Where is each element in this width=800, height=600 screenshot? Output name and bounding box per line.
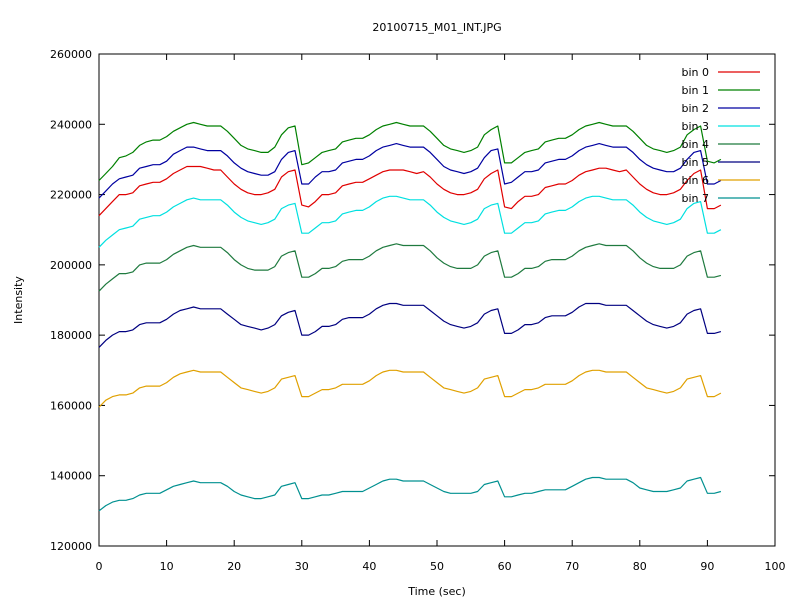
legend-label: bin 4 — [681, 138, 709, 151]
x-axis: 0 10 20 30 40 50 60 70 80 90 100 — [96, 54, 786, 573]
y-tick-label: 140000 — [50, 470, 92, 483]
series-line-7 — [98, 476, 722, 512]
legend: bin 0 bin 1 bin 2 bin 3 bin 4 bin 5 bin 6 bin 7 — [681, 66, 760, 205]
series-line-4 — [98, 243, 722, 292]
y-tick-label: 160000 — [50, 399, 92, 412]
x-tick-label: 0 — [96, 560, 103, 573]
chart-title: 20100715_M01_INT.JPG — [372, 21, 501, 34]
x-tick-label: 40 — [362, 560, 376, 573]
legend-label: bin 3 — [681, 120, 709, 133]
series-line-5 — [98, 302, 722, 348]
plot-area-frame — [98, 53, 776, 547]
x-tick-label: 10 — [160, 560, 174, 573]
series-line-6 — [98, 369, 722, 408]
y-axis-label: Intensity — [12, 276, 25, 324]
legend-label: bin 6 — [681, 174, 709, 187]
legend-label: bin 7 — [681, 192, 709, 205]
y-tick-label: 180000 — [50, 329, 92, 342]
series-line-0 — [98, 165, 722, 217]
x-tick-label: 30 — [295, 560, 309, 573]
series-line-2 — [98, 143, 722, 199]
legend-label: bin 1 — [681, 84, 709, 97]
x-tick-label: 90 — [700, 560, 714, 573]
series-lines — [98, 121, 722, 512]
legend-label: bin 0 — [681, 66, 709, 79]
series-line-3 — [98, 195, 722, 248]
x-axis-label: Time (sec) — [407, 585, 466, 598]
x-tick-label: 80 — [633, 560, 647, 573]
legend-label: bin 2 — [681, 102, 709, 115]
y-tick-label: 200000 — [50, 259, 92, 272]
y-tick-label: 120000 — [50, 540, 92, 553]
x-tick-label: 50 — [430, 560, 444, 573]
legend-label: bin 5 — [681, 156, 709, 169]
y-tick-label: 220000 — [50, 189, 92, 202]
y-tick-label: 240000 — [50, 118, 92, 131]
x-tick-label: 100 — [765, 560, 786, 573]
series-line-1 — [98, 121, 722, 181]
y-axis: 120000 140000 160000 180000 200000 220000 2400… — [50, 48, 775, 553]
x-tick-label: 60 — [498, 560, 512, 573]
x-tick-label: 20 — [227, 560, 241, 573]
x-tick-label: 70 — [565, 560, 579, 573]
y-tick-label: 260000 — [50, 48, 92, 61]
